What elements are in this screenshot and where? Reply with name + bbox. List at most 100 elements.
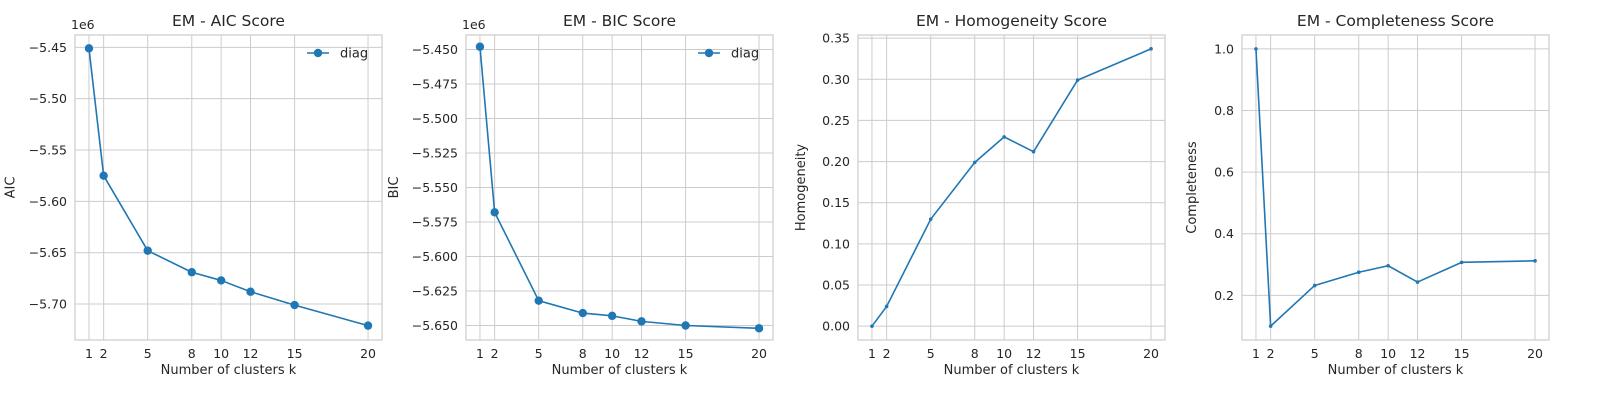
x-tick-label: 8 — [188, 346, 196, 361]
data-point — [681, 321, 690, 330]
chart-panel-4: 1 2 5 8 10 12 15 20 0.2 0.4 0.6 0.8 1.0 EM - Complete… — [1185, 12, 1550, 378]
x-tick-label: 15 — [287, 346, 303, 361]
x-tick-label: 15 — [678, 346, 694, 361]
plot-frame — [857, 34, 1166, 341]
legend-label: diag — [340, 47, 368, 62]
x-tick-label: 5 — [535, 346, 543, 361]
y-tick-label: 0.15 — [822, 195, 850, 210]
y-tick-label: −5.525 — [412, 145, 458, 160]
x-tick-label: 12 — [1410, 346, 1426, 361]
y-tick-label: −5.550 — [412, 180, 458, 195]
y-axis-label: Completeness — [1185, 141, 1200, 234]
x-tick-label: 15 — [1070, 346, 1086, 361]
x-tick-label: 5 — [144, 346, 152, 361]
y-tick-label: −5.450 — [412, 42, 458, 57]
y-tick-label: 0.35 — [822, 31, 850, 46]
x-tick-label: 2 — [491, 346, 499, 361]
data-point — [363, 321, 373, 330]
y-tick-label: −5.70 — [29, 297, 67, 312]
x-tick-label: 12 — [634, 346, 650, 361]
y-tick-label: −5.60 — [29, 194, 67, 209]
y-tick-label: 0.8 — [1214, 103, 1234, 118]
series-line — [1255, 48, 1536, 327]
chart-title: EM - Homogeneity Score — [916, 12, 1107, 30]
data-point — [290, 300, 299, 310]
legend-marker — [704, 48, 714, 58]
x-axis-label: Number of clusters k — [552, 363, 688, 378]
data-point — [475, 42, 485, 51]
y-tick-label: −5.475 — [412, 76, 458, 91]
x-tick-label: 1 — [868, 346, 876, 361]
x-tick-label: 5 — [927, 346, 935, 361]
data-point — [216, 276, 226, 285]
chart-panel-2: 1 2 5 8 10 12 15 20 −5.650 −5.625 −5.600 −5.575 −5.5… — [387, 12, 774, 378]
data-point — [1459, 260, 1464, 265]
x-axis-label: Number of clusters k — [944, 363, 1080, 378]
x-tick-label: 10 — [996, 346, 1012, 361]
y-tick-label: 0.00 — [822, 319, 850, 334]
y-tick-label: 0.05 — [822, 278, 850, 293]
plot-frame — [465, 34, 774, 341]
y-tick-label: 0.6 — [1214, 165, 1234, 180]
x-tick-label: 1 — [1252, 346, 1260, 361]
chart-title: EM - Completeness Score — [1297, 12, 1494, 30]
data-point — [607, 311, 617, 321]
y-tick-label: 0.25 — [822, 113, 850, 128]
axis-scale-label: 1e6 — [71, 17, 95, 32]
x-tick-label: 20 — [1143, 346, 1159, 361]
x-tick-label: 15 — [1454, 346, 1470, 361]
y-tick-label: −5.500 — [412, 111, 458, 126]
y-tick-label: 0.10 — [822, 236, 850, 251]
data-point — [84, 44, 94, 53]
data-point — [884, 304, 889, 309]
y-tick-label: −5.45 — [29, 40, 67, 55]
y-tick-label: −5.65 — [29, 245, 67, 260]
x-tick-label: 2 — [883, 346, 891, 361]
y-tick-label: 0.4 — [1214, 226, 1234, 241]
y-tick-label: 0.30 — [822, 72, 850, 87]
x-tick-label: 20 — [1527, 346, 1543, 361]
legend-marker — [313, 48, 323, 58]
y-tick-label: 0.20 — [822, 154, 850, 169]
chart-panel-1: 1 2 5 8 10 12 15 20 −5.70 −5.65 −5.60 −5.55 −5.50 −5.… — [4, 12, 383, 378]
data-point — [534, 296, 543, 305]
x-tick-label: 8 — [1355, 346, 1363, 361]
data-point — [490, 208, 499, 217]
x-tick-label: 8 — [971, 346, 979, 361]
data-point — [99, 171, 108, 180]
data-point — [187, 268, 196, 277]
data-point — [754, 324, 764, 333]
y-axis-label: Homogeneity — [794, 144, 809, 232]
data-point — [1415, 280, 1420, 284]
data-point — [1254, 47, 1258, 51]
y-tick-label: −5.600 — [412, 249, 458, 264]
data-point — [1031, 149, 1036, 154]
x-tick-label: 12 — [1026, 346, 1042, 361]
x-axis-label: Number of clusters k — [1328, 363, 1464, 378]
x-tick-label: 2 — [1267, 346, 1275, 361]
x-tick-label: 2 — [100, 346, 108, 361]
data-point — [143, 246, 152, 255]
x-tick-label: 8 — [579, 346, 587, 361]
x-axis-label: Number of clusters k — [161, 363, 297, 378]
data-point — [928, 217, 933, 221]
data-point — [578, 308, 587, 318]
y-tick-label: 1.0 — [1214, 41, 1234, 56]
series-line — [871, 48, 1152, 327]
axis-scale-label: 1e6 — [462, 17, 486, 32]
plot-frame — [1241, 34, 1550, 341]
plot-frame — [74, 34, 383, 341]
data-point — [1312, 283, 1317, 288]
chart-title: EM - BIC Score — [563, 12, 676, 30]
legend-label: diag — [731, 47, 759, 62]
data-point — [1356, 270, 1361, 275]
y-tick-label: −5.50 — [29, 91, 67, 106]
y-axis-label: AIC — [4, 177, 19, 199]
x-tick-label: 10 — [604, 346, 620, 361]
x-tick-label: 10 — [213, 346, 229, 361]
x-tick-label: 20 — [751, 346, 767, 361]
data-point — [972, 160, 977, 165]
y-tick-label: 0.2 — [1214, 288, 1234, 303]
y-tick-label: −5.650 — [412, 318, 458, 333]
